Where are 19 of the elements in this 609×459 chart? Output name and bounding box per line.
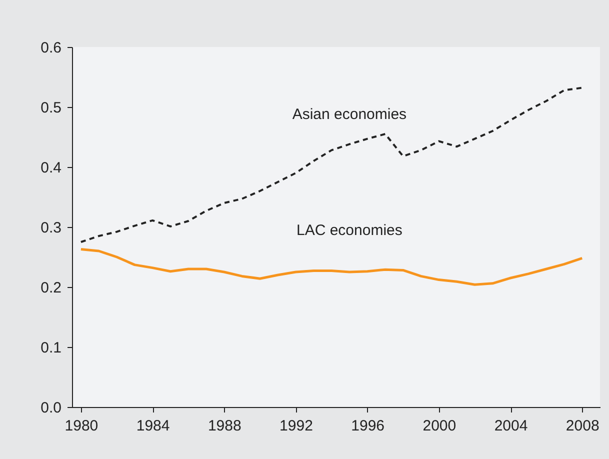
line-series <box>80 86 584 243</box>
x-tick-label: 1984 <box>136 418 170 434</box>
y-tick-label: 0.5 <box>40 100 62 116</box>
y-tick-label: 0.6 <box>40 40 62 56</box>
x-tick-label: 1996 <box>351 418 385 434</box>
y-tick-label: 0.3 <box>40 220 62 236</box>
series-label: Asian economies <box>292 106 407 124</box>
y-tick-label: 0.1 <box>40 340 62 356</box>
x-tick-label: 1980 <box>64 418 98 434</box>
y-tick-label: 0.2 <box>40 280 62 296</box>
x-tick-label: 2004 <box>494 418 528 434</box>
x-tick-label: 1988 <box>208 418 242 434</box>
line-series <box>80 248 584 286</box>
y-tick-label: 0.4 <box>40 160 62 176</box>
text: LAC economies <box>296 222 402 239</box>
x-tick-label: 2008 <box>566 418 600 434</box>
x-tick-label: 2000 <box>422 418 456 434</box>
x-tick-label: 1992 <box>280 418 313 434</box>
y-tick-label: 0.0 <box>40 400 62 416</box>
